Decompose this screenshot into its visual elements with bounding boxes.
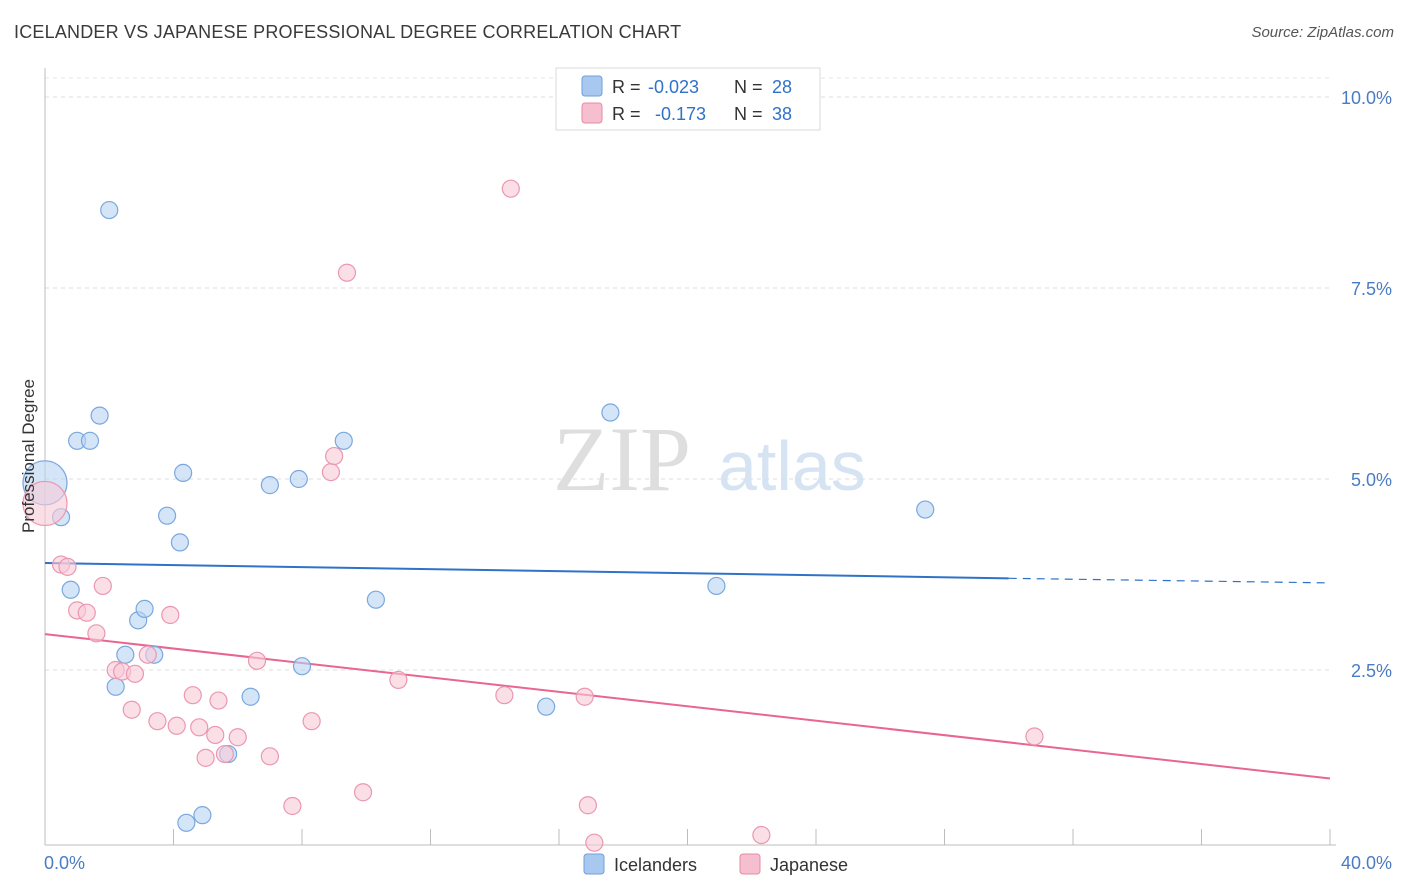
japanese-point [196, 748, 215, 767]
icelanders-point [241, 687, 260, 706]
japanese-point [283, 796, 302, 816]
icelanders-point [260, 476, 279, 495]
series-legend-label-icelanders: Icelanders [614, 855, 697, 875]
icelanders-point [334, 431, 353, 450]
japanese-point [87, 624, 106, 643]
stats-legend-swatch-japanese [581, 102, 603, 124]
chart-source: Source: ZipAtlas.com [1251, 24, 1394, 41]
stats-legend-n-value: 28 [772, 77, 792, 97]
stats-legend: R = -0.023 N = 28 R = -0.173 N = 38 [555, 67, 821, 131]
icelanders-point [289, 469, 308, 489]
japanese-point [58, 557, 77, 576]
icelanders-point [366, 590, 385, 609]
japanese-point [161, 605, 180, 625]
watermark-atlas: atlas [718, 427, 866, 505]
chart-title: ICELANDER VS JAPANESE PROFESSIONAL DEGRE… [14, 22, 682, 42]
y-tick-label: 5.0% [1351, 470, 1392, 490]
japanese-point [325, 446, 344, 466]
japanese-point [190, 718, 209, 737]
icelanders-point [292, 657, 312, 676]
icelanders-point [80, 431, 100, 450]
japanese-point [495, 686, 514, 705]
japanese-point [22, 480, 68, 527]
y-tick-label: 10.0% [1341, 88, 1392, 108]
icelanders-point [170, 533, 190, 552]
x-tick-label: 0.0% [44, 853, 85, 873]
icelanders-point [106, 677, 125, 696]
japanese-point [1025, 727, 1044, 746]
japanese-point [585, 833, 604, 852]
japanese-point [389, 670, 408, 690]
japanese-point [228, 728, 247, 747]
japanese-point [215, 744, 234, 764]
japanese-point [302, 712, 321, 731]
stats-legend-r-value: -0.023 [648, 77, 699, 97]
japanese-point [77, 603, 96, 622]
icelanders-trend-line [44, 562, 1009, 580]
stats-legend-n-label: N = [734, 104, 763, 124]
japanese-point [321, 463, 341, 482]
icelanders-point [177, 813, 196, 832]
axes [44, 68, 1336, 846]
icelanders-point [100, 200, 119, 220]
stats-legend-r-value: -0.173 [655, 104, 706, 124]
series-legend-label-japanese: Japanese [770, 855, 848, 875]
data-points [22, 179, 1044, 852]
icelanders-point [193, 806, 212, 825]
japanese-point [337, 263, 357, 282]
series-legend-swatch-icelanders [583, 853, 605, 875]
japanese-point [138, 645, 157, 664]
series-legend: Icelanders Japanese [583, 853, 848, 875]
japanese-point [93, 576, 112, 596]
y-tick-label: 7.5% [1351, 279, 1392, 299]
japanese-point [578, 796, 598, 815]
watermark-zip: ZIP [553, 408, 691, 510]
tick-labels: 2.5% 5.0% 7.5% 10.0% 0.0% 40.0% [44, 88, 1392, 873]
icelanders-point [707, 576, 726, 596]
japanese-point [209, 691, 228, 710]
icelanders-point [601, 403, 620, 422]
japanese-point [575, 687, 594, 706]
series-legend-swatch-japanese [739, 853, 761, 875]
japanese-point [501, 179, 520, 198]
stats-legend-swatch-icelanders [581, 75, 603, 97]
japanese-point [260, 747, 279, 766]
icelanders-point [116, 645, 135, 664]
icelanders-point [916, 500, 935, 519]
icelanders-point [537, 697, 556, 716]
x-tick-label: 40.0% [1341, 853, 1392, 873]
stats-legend-n-value: 38 [772, 104, 792, 124]
stats-legend-n-label: N = [734, 77, 763, 97]
y-tick-label: 2.5% [1351, 661, 1392, 681]
japanese-point [247, 651, 267, 670]
icelanders-point [61, 580, 80, 599]
japanese-point [148, 712, 167, 731]
icelanders-point [90, 406, 109, 425]
japanese-point [125, 664, 145, 683]
japanese-point [183, 686, 202, 705]
icelanders-point [174, 463, 193, 482]
y-axis-title: Professional Degree [19, 379, 38, 533]
stats-legend-r-label: R = [612, 104, 641, 124]
icelanders-point [135, 599, 154, 618]
japanese-point [167, 716, 186, 735]
japanese-point [206, 725, 225, 745]
icelanders-point [157, 506, 177, 525]
japanese-point [752, 825, 771, 845]
japanese-point [122, 700, 141, 719]
icelanders-trend-extension [1008, 577, 1331, 584]
japanese-trend-line [44, 633, 1331, 780]
grid-lines [45, 77, 1330, 671]
japanese-point [353, 783, 373, 802]
stats-legend-r-label: R = [612, 77, 641, 97]
